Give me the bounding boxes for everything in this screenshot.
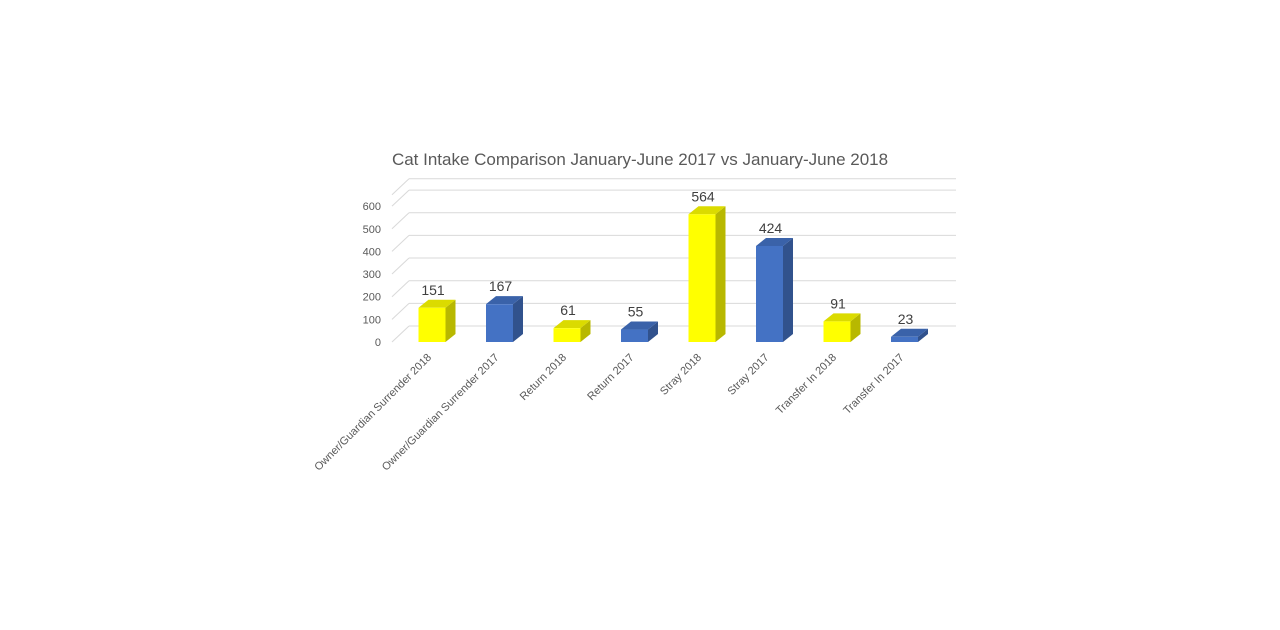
- x-tick-label: Owner/Guardian Surrender 2018: [312, 352, 434, 474]
- bar-side: [715, 206, 726, 342]
- bar-side: [445, 299, 456, 342]
- data-label: 91: [830, 295, 846, 311]
- y-tick-label: 500: [363, 224, 381, 236]
- bar-top: [823, 313, 861, 322]
- x-tick-label: Owner/Guardian Surrender 2017: [380, 352, 502, 474]
- bar: [756, 245, 783, 342]
- y-tick-label: 100: [363, 314, 381, 326]
- data-label: 61: [560, 302, 576, 318]
- gridline-connector: [391, 189, 410, 207]
- y-tick-label: 400: [363, 246, 381, 258]
- data-label: 151: [421, 282, 445, 298]
- gridline-connector: [391, 178, 410, 196]
- gridline-connector: [391, 257, 410, 275]
- bar-top: [756, 237, 793, 246]
- bar-side: [580, 320, 591, 342]
- data-label: 167: [489, 278, 513, 294]
- y-tick-label: 0: [375, 337, 381, 349]
- x-tick-label: Return 2018: [518, 352, 569, 403]
- x-tick-label: Transfer In 2018: [774, 352, 839, 417]
- gridline-connector: [391, 280, 410, 298]
- bar-side: [918, 328, 928, 342]
- bar-side: [783, 237, 793, 342]
- chart-title: Cat Intake Comparison January-June 2017 …: [391, 150, 889, 169]
- bar: [553, 328, 581, 342]
- bar-top: [688, 206, 726, 215]
- bar-top: [621, 321, 658, 330]
- y-tick-label: 200: [363, 292, 381, 304]
- gridline-connector: [391, 212, 410, 230]
- bar-top: [486, 296, 523, 305]
- bar-top: [891, 328, 928, 337]
- bar: [891, 336, 918, 342]
- y-tick-label: 600: [363, 201, 381, 213]
- x-tick-label: Transfer In 2017: [841, 352, 906, 417]
- data-label: 424: [759, 220, 783, 236]
- gridline-connector: [391, 302, 410, 320]
- bar-top: [418, 299, 456, 308]
- gridline-connector: [391, 325, 410, 343]
- data-label: 23: [898, 311, 914, 327]
- bar: [486, 304, 513, 342]
- gridline-connector: [391, 235, 410, 252]
- x-tick-label: Stray 2018: [658, 352, 704, 398]
- bar: [418, 307, 446, 342]
- data-label: 564: [691, 188, 715, 204]
- bar-top: [553, 320, 591, 329]
- bar: [688, 214, 716, 342]
- y-tick-label: 300: [363, 269, 381, 281]
- bar: [823, 321, 851, 342]
- x-tick-label: Stray 2017: [726, 352, 772, 398]
- bar-side: [648, 321, 658, 342]
- bar-side: [850, 313, 861, 342]
- x-tick-label: Return 2017: [585, 352, 636, 403]
- data-label: 55: [628, 304, 644, 320]
- bar-side: [513, 296, 523, 342]
- bar: [621, 329, 648, 342]
